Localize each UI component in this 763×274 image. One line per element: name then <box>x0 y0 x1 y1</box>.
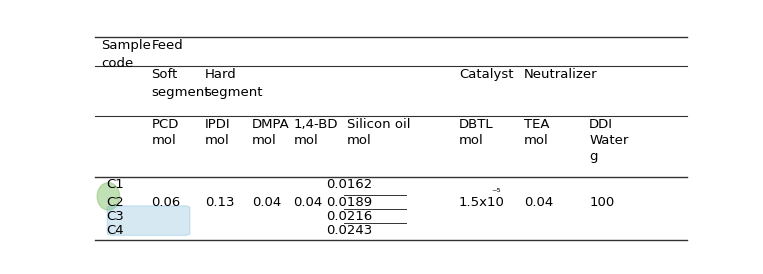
Text: Soft: Soft <box>152 68 178 81</box>
Text: 0.0162: 0.0162 <box>327 178 373 192</box>
Text: Feed: Feed <box>152 39 183 52</box>
Text: 100: 100 <box>589 196 614 209</box>
Text: 0.04: 0.04 <box>252 196 282 209</box>
Text: mol: mol <box>152 134 176 147</box>
Text: 0.13: 0.13 <box>204 196 234 209</box>
Text: TEA: TEA <box>524 118 549 131</box>
Text: mol: mol <box>204 134 230 147</box>
Text: C3: C3 <box>106 210 124 223</box>
Text: 1,4-BD: 1,4-BD <box>294 118 338 131</box>
Text: segment: segment <box>152 85 210 99</box>
Text: DDI: DDI <box>589 118 613 131</box>
Text: mol: mol <box>294 134 318 147</box>
Text: DMPA: DMPA <box>252 118 290 131</box>
Text: 0.0243: 0.0243 <box>327 224 373 237</box>
Text: 0.0216: 0.0216 <box>327 210 373 223</box>
Text: PCD: PCD <box>152 118 179 131</box>
Text: C2: C2 <box>106 196 124 209</box>
Text: 0.04: 0.04 <box>524 196 553 209</box>
Text: segment: segment <box>204 85 263 99</box>
Text: Catalyst: Catalyst <box>459 68 513 81</box>
FancyBboxPatch shape <box>107 206 190 235</box>
Text: mol: mol <box>346 134 372 147</box>
Text: mol: mol <box>252 134 277 147</box>
Text: Silicon oil: Silicon oil <box>346 118 410 131</box>
Text: Water: Water <box>589 134 629 147</box>
Text: 1.5x10: 1.5x10 <box>459 196 505 209</box>
Ellipse shape <box>97 183 120 210</box>
Text: 0.04: 0.04 <box>294 196 323 209</box>
Text: Sample: Sample <box>101 39 151 52</box>
Text: DBTL: DBTL <box>459 118 494 131</box>
Text: mol: mol <box>459 134 484 147</box>
Text: 0.06: 0.06 <box>152 196 181 209</box>
Text: Hard: Hard <box>204 68 237 81</box>
Text: mol: mol <box>524 134 549 147</box>
Text: C4: C4 <box>106 224 124 237</box>
Text: ⁻⁵: ⁻⁵ <box>491 188 501 198</box>
Text: 0.0189: 0.0189 <box>327 196 372 209</box>
Text: C1: C1 <box>106 178 124 192</box>
Text: Neutralizer: Neutralizer <box>524 68 597 81</box>
Text: g: g <box>589 150 597 163</box>
Text: IPDI: IPDI <box>204 118 230 131</box>
Text: code: code <box>101 57 134 70</box>
